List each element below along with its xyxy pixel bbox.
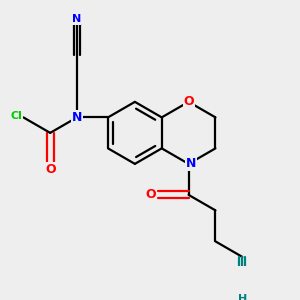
- Text: N: N: [72, 111, 82, 124]
- Text: H: H: [238, 294, 247, 300]
- Text: O: O: [45, 163, 56, 176]
- Text: N: N: [186, 158, 196, 170]
- Text: N: N: [71, 14, 81, 24]
- Text: O: O: [183, 95, 194, 108]
- Text: O: O: [145, 188, 156, 201]
- Text: Cl: Cl: [10, 111, 22, 121]
